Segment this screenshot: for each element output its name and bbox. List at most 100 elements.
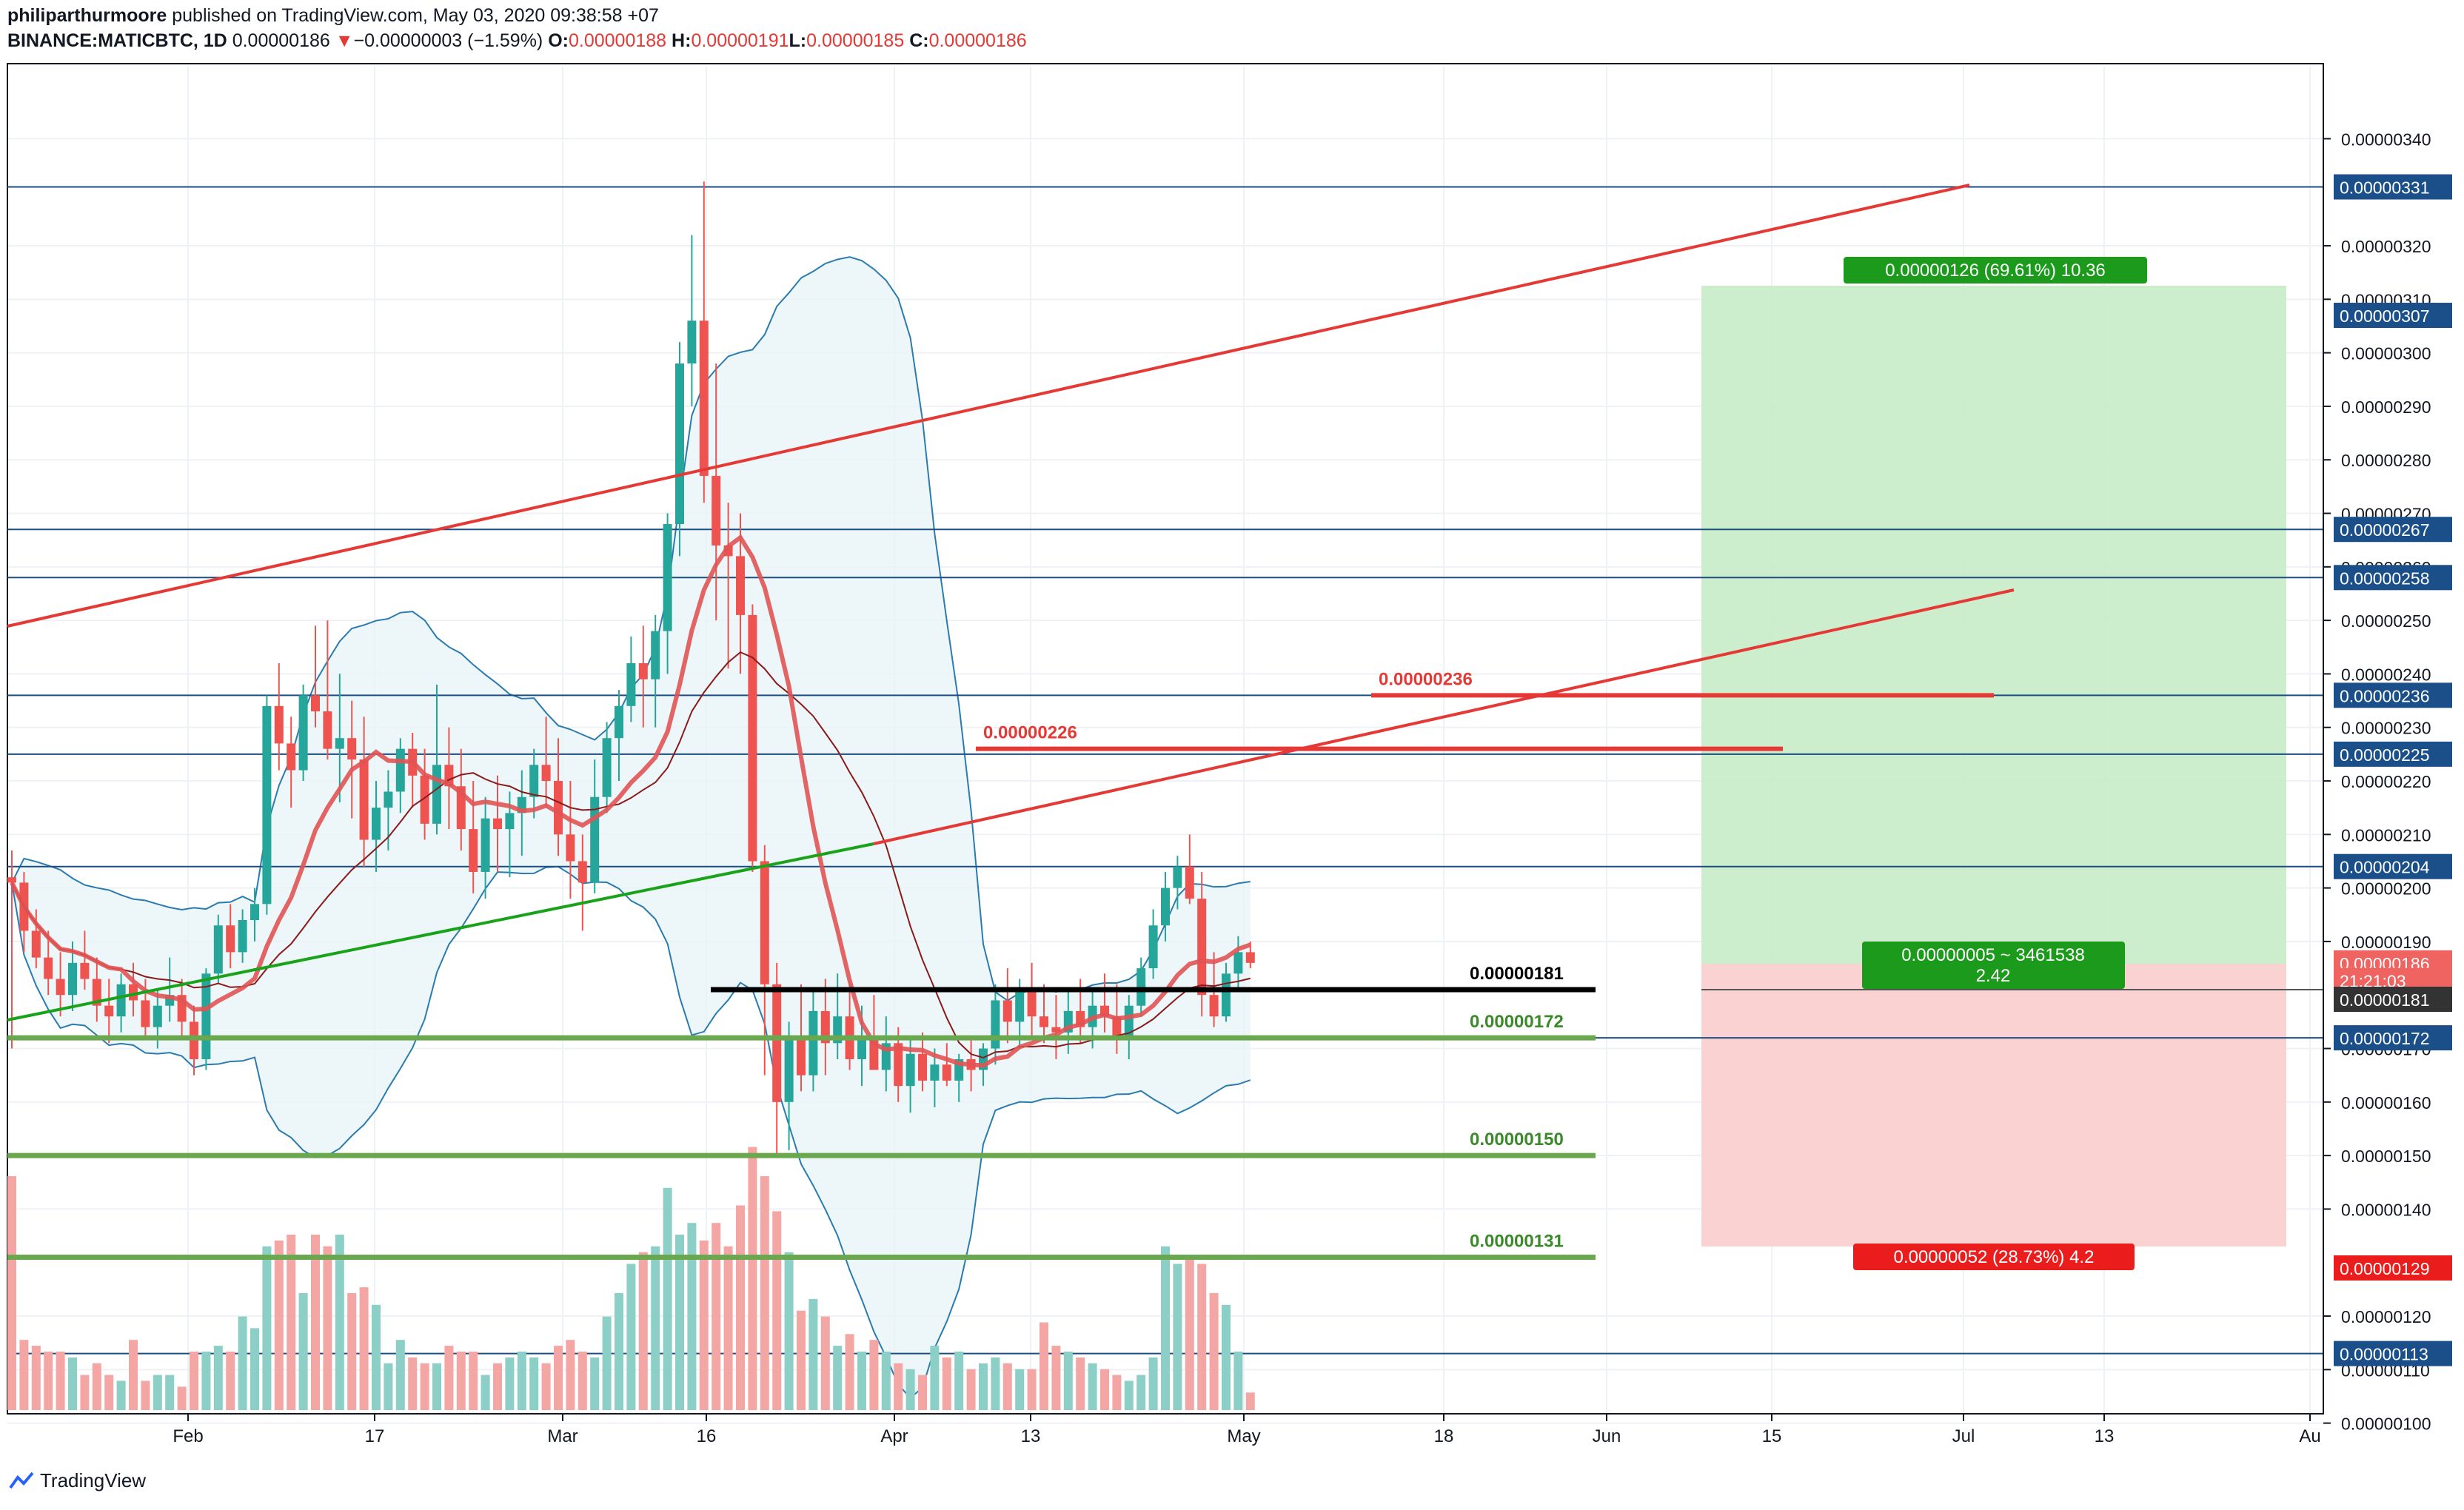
- annotated-level-label: 0.00000150: [1470, 1130, 1564, 1150]
- price-label-box: [2334, 987, 2452, 1013]
- volume-bar: [1051, 1346, 1061, 1410]
- volume-bar: [1124, 1380, 1134, 1410]
- volume-bar: [201, 1352, 211, 1410]
- price-change: −0.00000003 (−1.59%): [353, 30, 543, 51]
- tradingview-logo-icon: [9, 1472, 34, 1489]
- price-tick-label: 0.00000280: [2341, 451, 2431, 470]
- candle-body: [274, 705, 284, 744]
- candle-body: [651, 631, 660, 680]
- price-label-text: 0.00000267: [2340, 520, 2430, 540]
- volume-bar: [1245, 1392, 1255, 1410]
- volume-bar: [19, 1340, 29, 1410]
- candle-body: [918, 1053, 927, 1081]
- position-stop-zone[interactable]: [1701, 964, 2286, 1246]
- time-tick-label: May: [1227, 1426, 1260, 1446]
- price-label-text: 0.00000113: [2340, 1345, 2428, 1364]
- candle-body: [638, 662, 648, 680]
- change-down-icon: ▼: [335, 30, 354, 51]
- time-tick-label: Jul: [1952, 1426, 1975, 1446]
- volume-bar: [311, 1235, 320, 1410]
- candle-body: [1245, 952, 1255, 963]
- volume-bar: [675, 1235, 684, 1410]
- volume-bar: [372, 1304, 381, 1410]
- volume-bar: [894, 1363, 903, 1410]
- volume-bar: [1088, 1363, 1097, 1410]
- volume-bar: [444, 1346, 454, 1410]
- candle-body: [262, 705, 272, 905]
- volume-bar: [723, 1246, 733, 1410]
- candle-body: [469, 829, 478, 872]
- volume-bar: [116, 1380, 126, 1410]
- volume-bar: [298, 1293, 308, 1410]
- time-tick-label: 16: [697, 1426, 717, 1446]
- volume-bar: [420, 1363, 429, 1410]
- bollinger-bands: [11, 256, 1251, 1400]
- ratio-info-text: 0.00000005 ~ 3461538: [1901, 945, 2085, 965]
- footer[interactable]: TradingView: [9, 1469, 146, 1492]
- candle-body: [699, 321, 709, 476]
- volume-bar: [177, 1386, 187, 1410]
- volume-bar: [1222, 1304, 1231, 1410]
- volume-bar: [797, 1310, 806, 1410]
- candle-body: [529, 765, 539, 797]
- price-label-box: [2334, 1255, 2452, 1281]
- symbol-label[interactable]: BINANCE:MATICBTC, 1D: [7, 30, 227, 51]
- candle-body: [298, 695, 308, 771]
- price-axis[interactable]: 0.000003400.000003200.000003100.00000300…: [2323, 64, 2464, 1434]
- volume-bar: [615, 1293, 623, 1410]
- candle-body: [991, 1000, 1000, 1049]
- candle-body: [1222, 973, 1231, 1017]
- price-tick-label: 0.00000140: [2341, 1200, 2431, 1219]
- volume-bar: [238, 1316, 247, 1410]
- candle-body: [663, 523, 672, 631]
- price-tick-label: 0.00000290: [2341, 397, 2431, 417]
- time-axis[interactable]: Feb 17 Mar 16 Apr 13 May 18 Jun 15 Jul 13 Au: [7, 1413, 2323, 1446]
- volume-bar: [857, 1352, 866, 1410]
- volume-bar: [626, 1264, 636, 1410]
- time-tick-label: Au: [2299, 1426, 2320, 1446]
- candle-body: [141, 1000, 150, 1027]
- candle-body: [238, 920, 247, 953]
- candle-body: [1002, 1000, 1012, 1022]
- candle-body: [687, 321, 697, 364]
- price-label-text: 0.00000172: [2340, 1029, 2430, 1048]
- candle-body: [760, 861, 769, 984]
- position-labels[interactable]: 0.00000126 (69.61%) 10.36 0.00000005 ~ 34…: [1844, 257, 2147, 1270]
- candle-body: [1209, 995, 1219, 1017]
- candle-body: [359, 759, 369, 840]
- price-label-text: 0.00000181: [2340, 990, 2430, 1010]
- candle-body: [1027, 990, 1037, 1017]
- candle-body: [80, 962, 90, 979]
- candle-body: [116, 984, 126, 1017]
- candle-body: [190, 1021, 198, 1059]
- position-target-zone[interactable]: [1701, 286, 2286, 964]
- price-label-text: 0.00000204: [2340, 858, 2430, 877]
- volume-bar: [1002, 1363, 1012, 1410]
- volume-bar: [384, 1363, 393, 1410]
- candle-body: [820, 1010, 830, 1044]
- trend-lines[interactable]: [7, 184, 2015, 1021]
- level-annotations[interactable]: 0.00000236 0.00000226 0.00000181 0.00000172…: [7, 669, 1994, 1260]
- volume-bar: [541, 1363, 551, 1410]
- volume-bar: [44, 1352, 53, 1410]
- candle-body: [894, 1043, 903, 1087]
- author-name[interactable]: philiparthurmoore: [7, 5, 167, 26]
- volume-bar: [748, 1147, 757, 1410]
- volume-bar: [1100, 1369, 1109, 1410]
- candle-body: [1233, 952, 1243, 974]
- candle-body: [1148, 925, 1158, 969]
- price-tick-label: 0.00000190: [2341, 933, 2431, 952]
- footer-brand: TradingView: [40, 1469, 147, 1491]
- volume-bar: [287, 1235, 296, 1410]
- volume-bar: [165, 1375, 175, 1410]
- volume-bar: [213, 1346, 223, 1410]
- candle-body: [7, 877, 16, 883]
- volume-bar: [954, 1352, 964, 1410]
- volume-bar: [1209, 1293, 1219, 1410]
- candle-body: [1112, 1016, 1122, 1038]
- annotated-level-label: 0.00000236: [1379, 669, 1473, 689]
- volume-bar: [905, 1369, 915, 1410]
- candle-body: [1015, 990, 1025, 1022]
- volume-bar: [335, 1235, 344, 1410]
